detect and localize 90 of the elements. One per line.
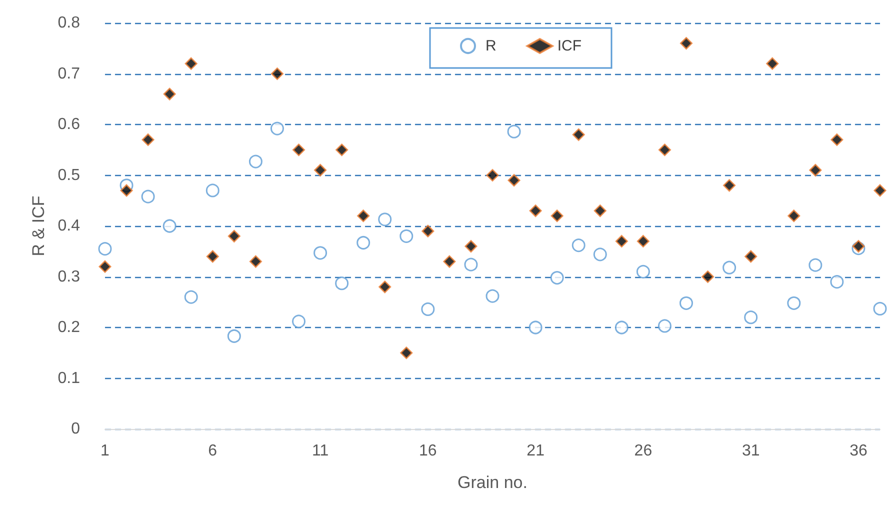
point bbox=[464, 240, 478, 253]
point bbox=[141, 190, 155, 204]
point bbox=[658, 319, 672, 333]
point bbox=[680, 37, 692, 50]
x-tick-label: 21 bbox=[526, 442, 545, 460]
point bbox=[464, 258, 478, 272]
point bbox=[830, 133, 844, 146]
point bbox=[400, 346, 413, 360]
point bbox=[594, 204, 606, 218]
y-tick-label: 0.6 bbox=[58, 116, 80, 133]
point bbox=[702, 270, 714, 283]
point bbox=[744, 310, 758, 324]
point bbox=[572, 128, 585, 141]
y-axis-title: R & ICF bbox=[28, 196, 48, 256]
point bbox=[270, 68, 284, 80]
point bbox=[874, 184, 886, 197]
y-tick-label: 0.7 bbox=[58, 65, 80, 82]
point bbox=[636, 234, 650, 248]
point bbox=[722, 260, 736, 274]
point bbox=[400, 229, 414, 243]
point bbox=[680, 296, 693, 310]
point bbox=[572, 238, 586, 252]
point bbox=[206, 250, 219, 263]
point bbox=[314, 246, 328, 260]
point bbox=[614, 320, 628, 334]
point bbox=[766, 57, 779, 70]
point bbox=[184, 290, 198, 304]
legend-label: ICF bbox=[557, 38, 582, 54]
point bbox=[507, 124, 521, 138]
point bbox=[808, 258, 822, 272]
legend-label: R bbox=[486, 38, 496, 54]
point bbox=[249, 255, 262, 268]
point bbox=[658, 144, 671, 156]
point bbox=[723, 179, 736, 192]
point bbox=[744, 250, 758, 263]
x-tick-label: 1 bbox=[100, 442, 110, 460]
x-tick-label: 11 bbox=[312, 442, 329, 460]
point bbox=[163, 88, 176, 100]
point bbox=[550, 271, 564, 285]
point bbox=[508, 174, 520, 187]
x-tick-label: 36 bbox=[850, 442, 868, 460]
point bbox=[528, 320, 542, 334]
point bbox=[292, 314, 306, 328]
point bbox=[852, 240, 865, 253]
point bbox=[336, 144, 348, 156]
point bbox=[486, 169, 499, 182]
point bbox=[228, 230, 240, 242]
y-tick-label: 0.3 bbox=[58, 268, 80, 286]
point bbox=[550, 210, 564, 222]
point bbox=[270, 122, 284, 136]
point bbox=[809, 164, 822, 176]
y-tick-label: 0.2 bbox=[58, 319, 80, 336]
y-tick-label: 0 bbox=[71, 420, 80, 438]
point bbox=[206, 184, 220, 198]
point bbox=[227, 329, 241, 343]
point bbox=[788, 210, 800, 222]
y-tick-label: 0.5 bbox=[58, 166, 80, 184]
y-tick-label: 0.8 bbox=[58, 14, 80, 32]
point bbox=[378, 280, 392, 294]
point bbox=[378, 212, 392, 226]
point bbox=[356, 236, 370, 250]
point bbox=[529, 204, 542, 218]
point bbox=[443, 255, 456, 268]
point bbox=[593, 248, 607, 262]
point bbox=[184, 57, 198, 70]
y-tick-label: 0.1 bbox=[58, 370, 80, 387]
point bbox=[314, 164, 327, 176]
point bbox=[787, 296, 801, 310]
x-tick-label: 16 bbox=[419, 442, 437, 460]
x-tick-label: 31 bbox=[742, 442, 760, 460]
point bbox=[142, 133, 154, 146]
x-axis-title: Grain no. bbox=[458, 473, 528, 492]
point bbox=[98, 242, 112, 256]
point bbox=[162, 219, 176, 233]
x-tick-label: 6 bbox=[208, 442, 218, 460]
point bbox=[873, 302, 887, 316]
point bbox=[248, 154, 262, 168]
point bbox=[421, 302, 435, 316]
point bbox=[615, 234, 628, 248]
point bbox=[830, 275, 844, 289]
point bbox=[636, 264, 650, 278]
point bbox=[120, 184, 133, 197]
point bbox=[486, 289, 500, 303]
point bbox=[98, 260, 112, 273]
point bbox=[335, 276, 349, 290]
y-tick-label: 0.4 bbox=[58, 218, 80, 234]
point bbox=[292, 144, 305, 156]
x-tick-label: 26 bbox=[634, 442, 652, 460]
point bbox=[422, 224, 434, 238]
point bbox=[357, 210, 370, 222]
